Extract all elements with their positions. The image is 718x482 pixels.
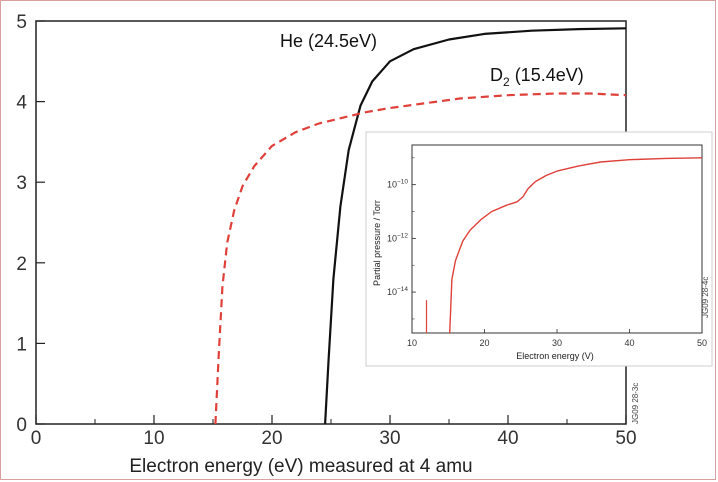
inset-x-tick-label: 10 — [407, 338, 417, 348]
inset-y-tick-label: 10−10 — [387, 179, 408, 190]
y-tick-label: 3 — [16, 173, 27, 194]
y-tick-label: 1 — [16, 334, 27, 355]
inset-y-tick-label: 10−12 — [387, 232, 408, 243]
main-axes: 0 10 20 30 40 50 0 1 2 3 4 5 Electron energy (eV) me… — [16, 12, 636, 477]
y-tick-label: 5 — [16, 12, 27, 33]
inset-y-tick-label: 10−14 — [387, 286, 408, 297]
x-tick-label: 30 — [379, 428, 400, 449]
y-tick-label: 4 — [16, 93, 27, 114]
main-series — [214, 27, 627, 425]
series-label-he: He (24.5eV) — [280, 31, 377, 51]
series-label-d2: D2 (15.4eV) — [490, 65, 584, 89]
series-line-d2 — [214, 92, 627, 425]
x-tick-label: 40 — [497, 428, 518, 449]
y-tick-label: 0 — [16, 415, 27, 436]
inset-series-line — [449, 157, 703, 334]
inset-x-tick-label: 30 — [552, 338, 562, 348]
inset-x-tick-label: 40 — [624, 338, 634, 348]
main-labels: He (24.5eV) D2 (15.4eV) JG09 28-3c — [280, 31, 640, 424]
x-tick-label: 20 — [261, 428, 282, 449]
inset-x-tick-label: 20 — [479, 338, 489, 348]
inset-x-axis-title: Electron energy (V) — [516, 351, 594, 361]
inset-x-tick-label: 50 — [697, 338, 707, 348]
inset-background — [365, 131, 713, 367]
inset-chart: 10 20 30 40 50 10−10 10−12 10−14 Electron energy… — [365, 131, 713, 367]
x-tick-label: 10 — [143, 428, 164, 449]
y-tick-label: 2 — [16, 254, 27, 275]
inset-y-axis-title: Partial pressure / Torr — [372, 200, 382, 286]
x-tick-label: 50 — [615, 428, 636, 449]
series-line-he — [324, 27, 627, 425]
inset-watermark: JG09 28-4c — [701, 277, 710, 318]
x-tick-label: 0 — [31, 428, 42, 449]
main-watermark: JG09 28-3c — [631, 383, 640, 424]
x-axis-title: Electron energy (eV) measured at 4 amu — [129, 456, 472, 477]
